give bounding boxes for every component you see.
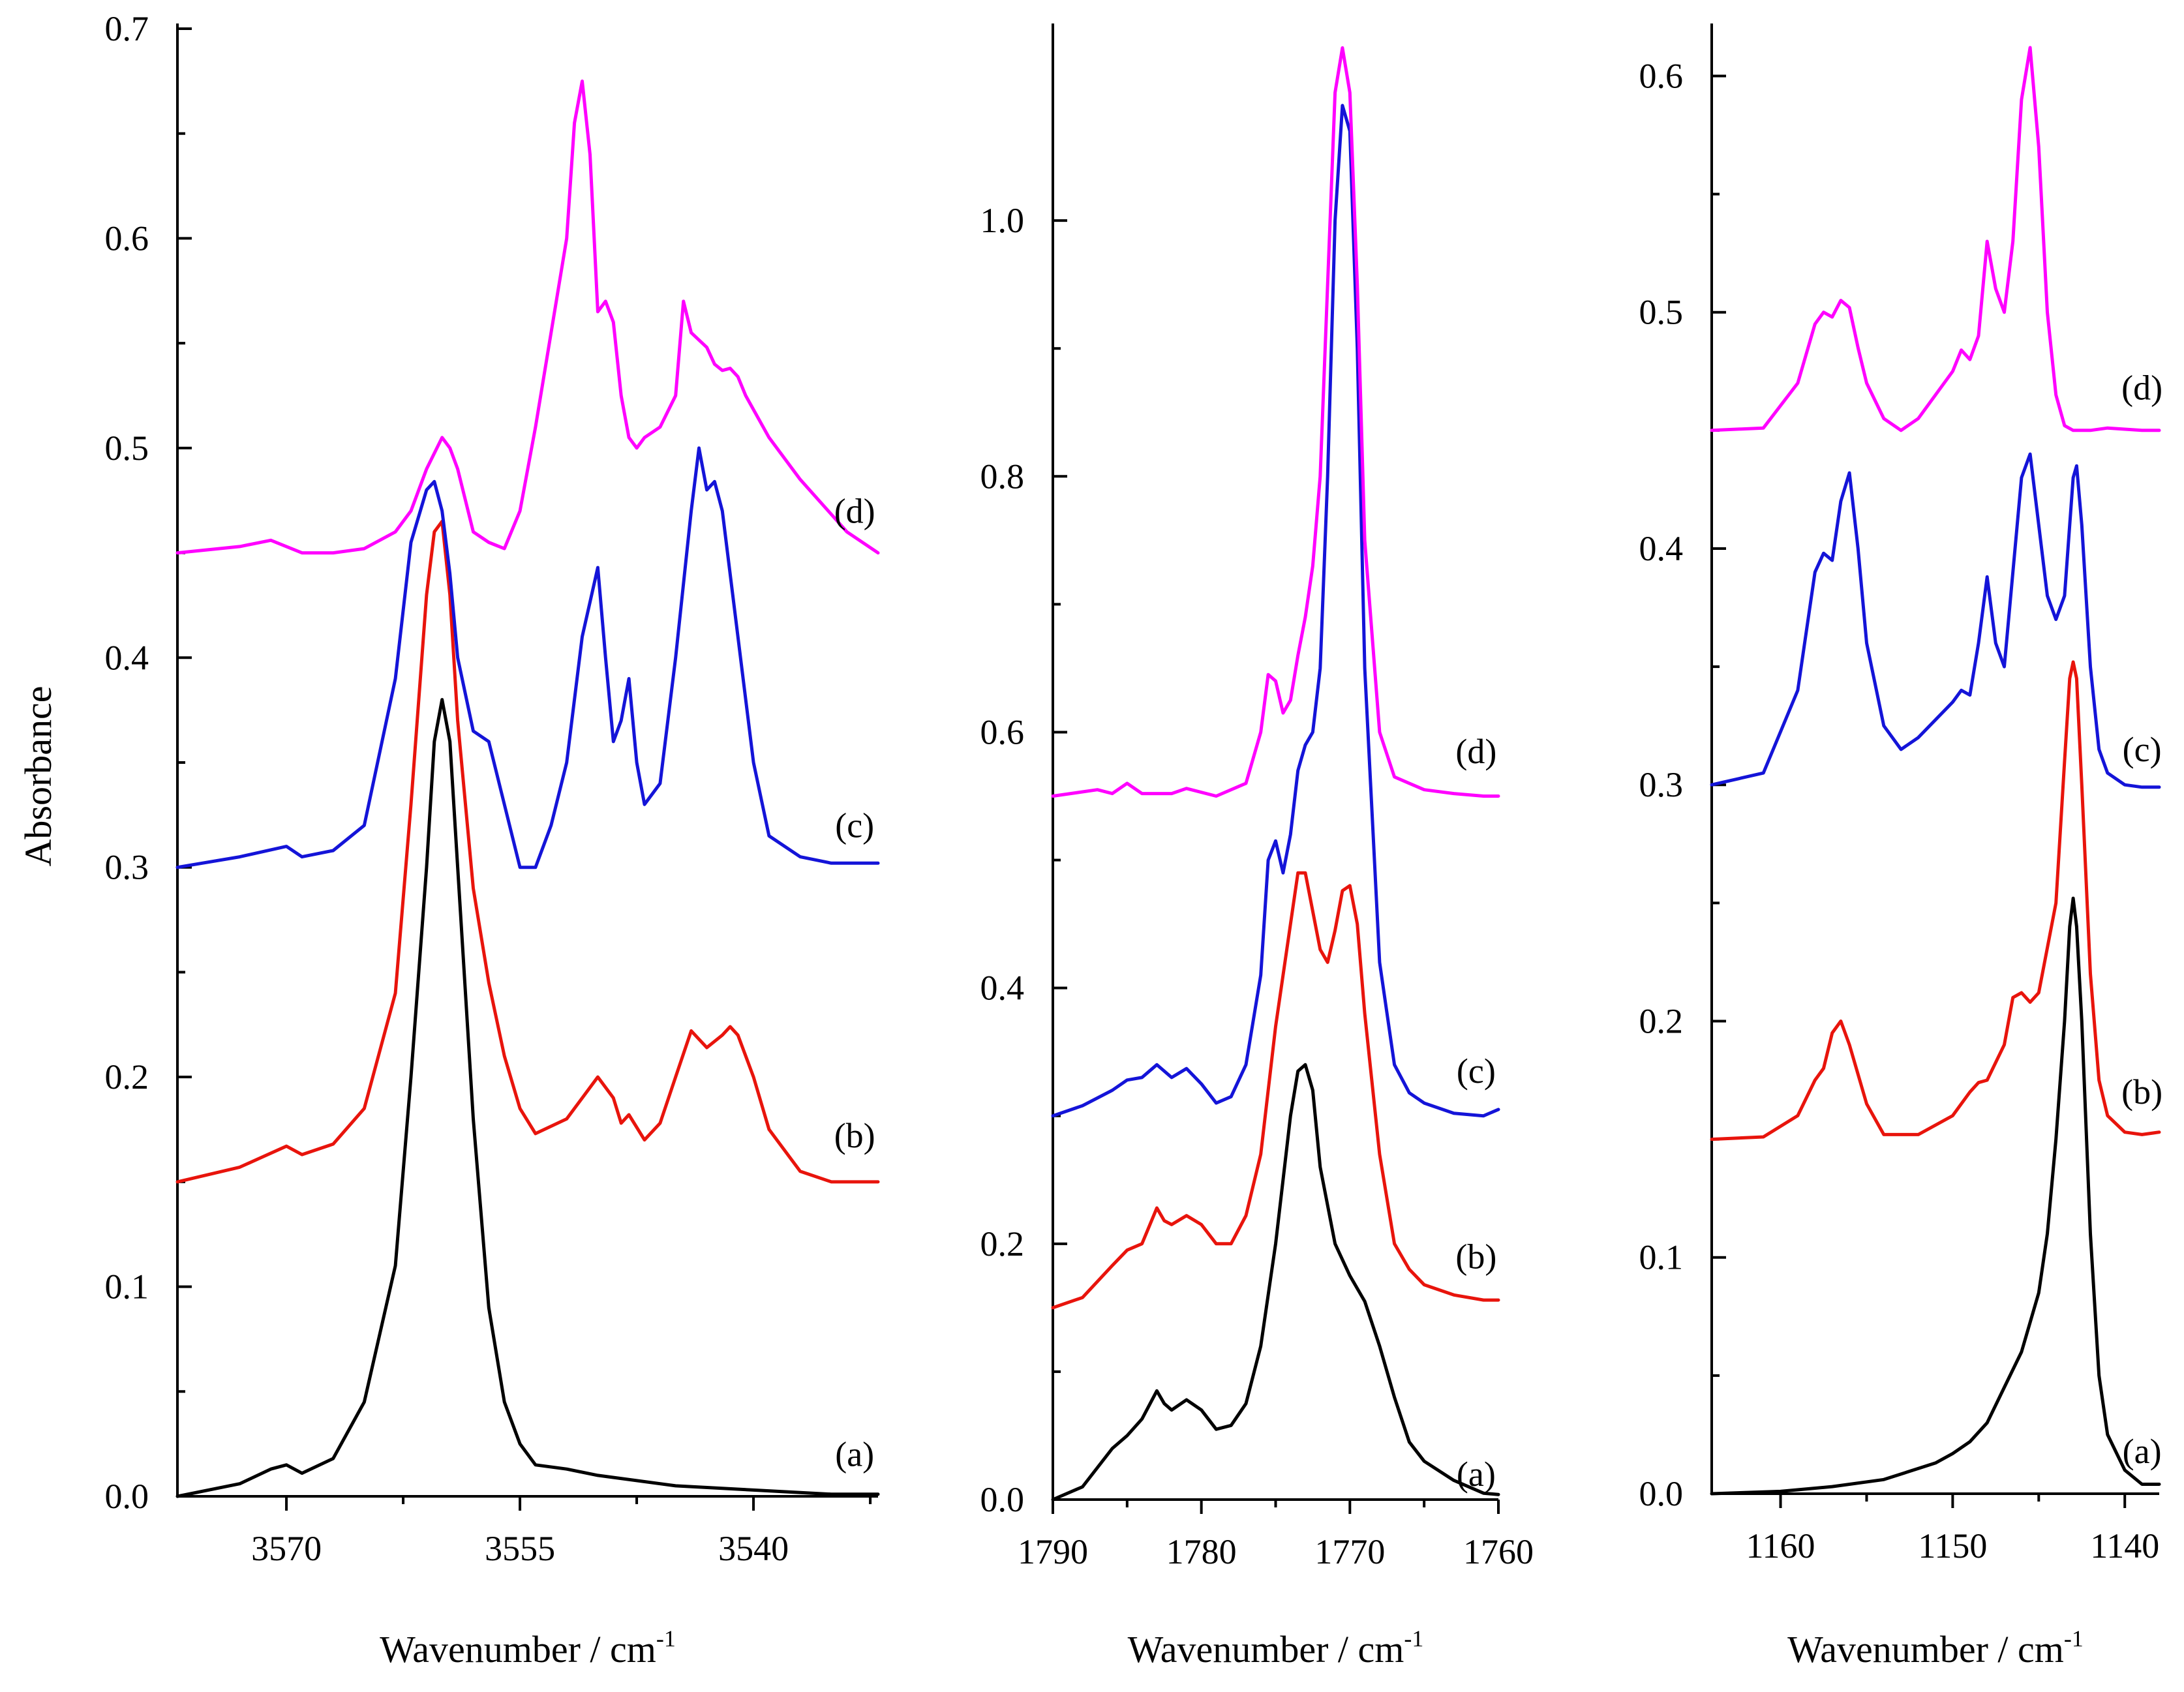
x-axis-title-superscript: -1: [1404, 1625, 1423, 1652]
series-label: (d): [1455, 732, 1496, 771]
panel-left: 0.0 0.1 0.2 0.3 0.4 0.5 0.6 0.7 3570 3555 3540 Wave…: [105, 9, 880, 1670]
series-line-c: [1710, 452, 2161, 789]
x-tick-label: 1770: [1314, 1532, 1385, 1571]
y-tick-label: 0.1: [105, 1267, 149, 1307]
x-tick-label: 1150: [1918, 1526, 1987, 1565]
x-tick-label: 3570: [251, 1529, 322, 1568]
series-line-a: [1710, 896, 2161, 1496]
series-line-a: [175, 698, 880, 1498]
series-label: (b): [834, 1116, 875, 1155]
y-tick-label: 0.6: [105, 219, 149, 258]
panel-right: 0.0 0.1 0.2 0.3 0.4 0.5 0.6 1160 1150 1140 Wavenum…: [1639, 23, 2162, 1670]
series-line-b: [1051, 871, 1500, 1310]
panel-middle: 0.0 0.2 0.4 0.6 0.8 1.0 1790 1780 1770 1760 Wavenu…: [980, 23, 1534, 1670]
y-tick-label: 0.2: [1639, 1001, 1684, 1040]
x-tick-label: 1760: [1463, 1532, 1534, 1571]
y-tick-label: 0.4: [980, 969, 1025, 1008]
y-tick-label: 0.2: [980, 1224, 1025, 1263]
x-axis-title: Wavenumber / cm-1: [1787, 1625, 2084, 1670]
series-line-c: [1051, 104, 1500, 1118]
series-label: (c): [1457, 1051, 1496, 1091]
x-tick-label: 1780: [1166, 1532, 1237, 1571]
y-tick-label: 0.0: [1639, 1474, 1684, 1513]
y-tick-label: 0.5: [1639, 293, 1684, 332]
series-label: (a): [2123, 1432, 2162, 1471]
y-tick-label: 1.0: [980, 201, 1025, 240]
x-tick-label: 3555: [485, 1529, 555, 1568]
y-tick-label: 0.6: [1639, 56, 1684, 95]
y-tick-label: 0.7: [105, 9, 149, 48]
x-tick-label: 3540: [718, 1529, 789, 1568]
y-axis-title: Absorbance: [17, 686, 59, 866]
series-label: (b): [2121, 1072, 2162, 1111]
series-label: (d): [834, 491, 875, 530]
x-tick-label: 1140: [2090, 1526, 2159, 1565]
series-line-d: [1051, 46, 1500, 798]
series-line-b: [175, 519, 880, 1184]
y-tick-label: 0.0: [980, 1480, 1025, 1519]
series-label: (c): [2123, 730, 2162, 769]
x-axis-title: Wavenumber / cm-1: [1128, 1625, 1424, 1670]
series-line-a: [1051, 1063, 1500, 1502]
y-tick-label: 0.8: [980, 457, 1025, 496]
series-line-b: [1710, 660, 2161, 1141]
y-tick-label: 0.3: [1639, 765, 1684, 804]
series-label: (a): [1457, 1455, 1496, 1494]
y-tick-label: 0.6: [980, 712, 1025, 751]
x-axis-title-superscript: -1: [2064, 1625, 2084, 1652]
y-tick-label: 0.2: [105, 1057, 149, 1096]
series-line-d: [1710, 46, 2161, 432]
x-tick-label: 1160: [1746, 1526, 1815, 1565]
y-tick-label: 0.4: [105, 638, 149, 677]
series-line-d: [175, 79, 880, 555]
series-label: (b): [1455, 1237, 1496, 1276]
y-tick-label: 0.3: [105, 848, 149, 887]
x-tick-label: 1790: [1018, 1532, 1088, 1571]
series-label: (c): [835, 806, 874, 845]
y-tick-label: 0.1: [1639, 1238, 1684, 1277]
y-tick-label: 0.5: [105, 429, 149, 468]
x-axis-title: Wavenumber / cm-1: [380, 1625, 676, 1670]
y-tick-label: 0.4: [1639, 529, 1684, 568]
y-tick-label: 0.0: [105, 1477, 149, 1516]
series-label: (a): [835, 1435, 874, 1474]
series-line-c: [175, 446, 880, 869]
x-axis-title-superscript: -1: [656, 1625, 676, 1652]
series-label: (d): [2121, 369, 2162, 408]
